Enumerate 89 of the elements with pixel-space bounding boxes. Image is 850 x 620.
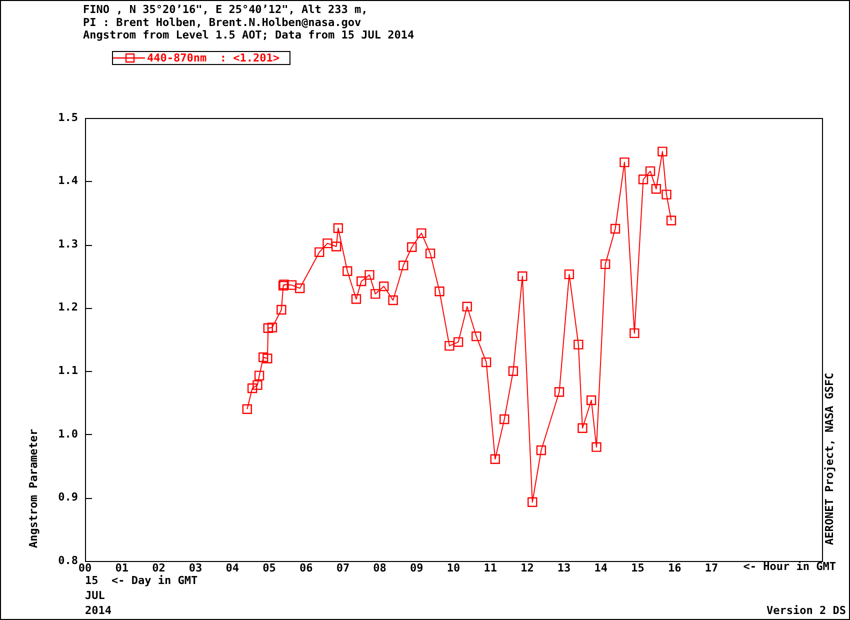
x-tick-label: 04 — [226, 561, 240, 574]
point — [379, 282, 389, 292]
point — [434, 286, 444, 296]
point — [388, 295, 398, 306]
y-tick-label: 1.2 — [58, 300, 78, 314]
point — [263, 323, 273, 333]
x-tick-label: 09 — [410, 561, 424, 574]
y-tick-label: 0.9 — [58, 490, 78, 504]
point — [262, 354, 272, 364]
point — [620, 157, 630, 168]
point — [314, 247, 324, 258]
point — [518, 271, 528, 282]
point — [407, 242, 417, 252]
point — [586, 395, 596, 406]
point — [247, 383, 258, 394]
point — [254, 370, 264, 380]
point — [508, 366, 518, 376]
x-tick-label: 12 — [520, 561, 534, 574]
point — [638, 174, 648, 184]
point — [536, 445, 546, 456]
y-axis-title: Angstrom Parameter — [26, 428, 40, 548]
point — [645, 166, 656, 176]
point — [658, 146, 668, 156]
point — [364, 270, 374, 280]
point — [252, 380, 262, 390]
point — [490, 454, 500, 464]
x-tick-label: 07 — [336, 561, 350, 574]
point — [592, 442, 602, 452]
y-tick-label: 0.8 — [58, 554, 78, 567]
x-tick-label: 00 — [78, 561, 92, 574]
text: 15 <- Day in GMT — [85, 574, 198, 587]
text: 2014 — [85, 604, 112, 617]
y-tick-label: 1.5 — [58, 110, 78, 124]
point — [322, 238, 332, 248]
point — [462, 302, 472, 312]
text: JUL — [85, 588, 106, 602]
point — [370, 289, 380, 299]
x-tick-label: 06 — [299, 561, 314, 574]
y-tick-label: 1.1 — [58, 364, 78, 377]
point — [333, 223, 343, 233]
x-tick-label: 14 — [594, 561, 608, 574]
point — [662, 190, 672, 200]
x-tick-label: 05 — [262, 561, 276, 574]
point — [630, 328, 640, 338]
text: AERONET Project, NASA GSFC — [822, 372, 836, 545]
point — [600, 259, 610, 270]
point — [258, 352, 268, 362]
point — [453, 337, 464, 347]
point — [554, 387, 564, 397]
text: Version 2 DS — [766, 604, 846, 617]
point — [356, 276, 366, 286]
y-tick-label: 1.4 — [58, 174, 78, 188]
y-tick-label: 1.3 — [58, 237, 78, 250]
x-tick-label: 10 — [446, 561, 460, 574]
x-tick-label: 13 — [557, 561, 571, 574]
point — [398, 260, 408, 270]
point — [294, 283, 305, 294]
x-tick-label: 16 — [668, 561, 682, 574]
point — [444, 340, 454, 351]
point — [651, 184, 662, 194]
chart-subtitle: PI : Brent Holben, Brent.N.Holben@nasa.gov Angstrom from Level 1.5 AOT; Data from 15 JUL 2014 — [83, 16, 415, 42]
point — [610, 224, 620, 234]
point — [528, 497, 538, 507]
point — [276, 304, 286, 315]
legend-label: 440-870nm : <1.201> — [147, 51, 280, 64]
point — [564, 269, 574, 280]
x-tick-label: 03 — [188, 561, 202, 574]
point — [342, 266, 352, 276]
point — [351, 294, 362, 304]
x-tick-label: 17 — [704, 561, 718, 574]
point — [666, 216, 676, 226]
x-tick-label: 01 — [115, 561, 129, 574]
point — [242, 404, 252, 414]
point — [578, 423, 588, 433]
x-tick-label: 08 — [373, 561, 386, 574]
point — [472, 331, 482, 342]
point — [574, 340, 584, 350]
x-axis-title: <- Hour in GMT — [743, 560, 836, 573]
point — [267, 322, 278, 332]
point — [481, 357, 492, 368]
point — [500, 414, 510, 424]
x-tick-label: 15 — [631, 561, 644, 574]
x-tick-label: 11 — [484, 561, 498, 574]
y-tick-label: 1.0 — [58, 427, 78, 440]
point — [331, 242, 342, 252]
point — [416, 228, 426, 238]
point — [425, 248, 436, 258]
chart-title: FINO , N 35°20’16", E 25°40’12", Alt 233 m, — [83, 2, 368, 16]
x-tick-label: 02 — [152, 561, 166, 574]
